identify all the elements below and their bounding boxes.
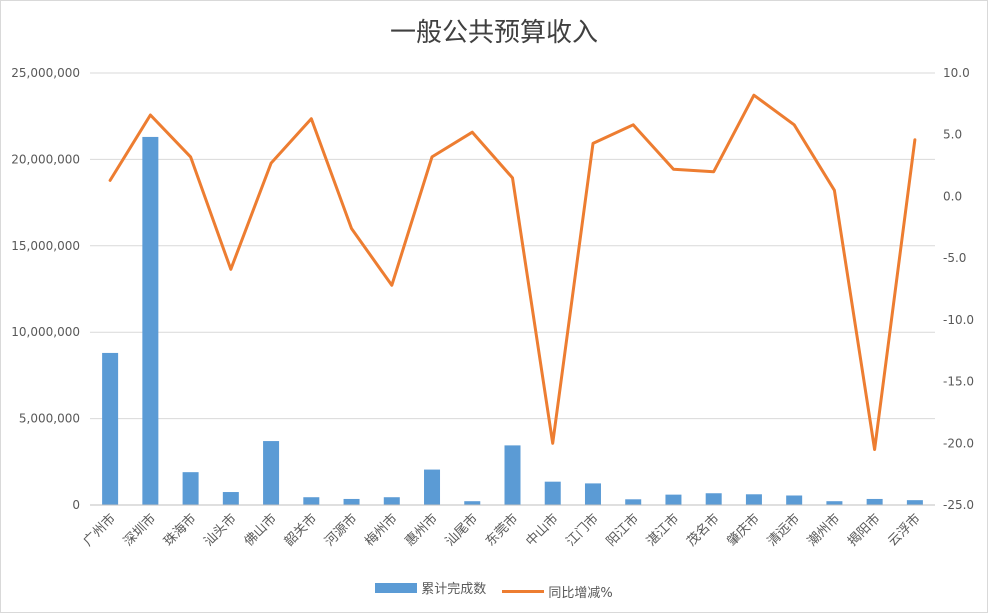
legend-item-bars: 累计完成数 bbox=[375, 578, 486, 597]
legend-swatch-bar bbox=[375, 582, 418, 593]
x-axis-category-label: 广州市 bbox=[80, 511, 119, 550]
legend-label-bars: 累计完成数 bbox=[421, 582, 487, 597]
line-series bbox=[108, 93, 917, 451]
series-line bbox=[108, 93, 917, 451]
bar bbox=[584, 483, 601, 505]
bar bbox=[303, 497, 320, 505]
bar bbox=[544, 481, 561, 505]
bar bbox=[906, 500, 923, 505]
left-axis: 0 5,000,000 10,000,000 15,000,000 20,000,000… bbox=[11, 66, 80, 512]
right-axis-tick-label: -5.0 bbox=[943, 251, 966, 265]
left-axis-tick-label: 5,000,000 bbox=[19, 412, 80, 426]
x-axis-category-label: 湛江市 bbox=[643, 511, 682, 550]
x-axis-category-label: 肇庆市 bbox=[724, 511, 763, 550]
x-axis-category-label: 中山市 bbox=[523, 511, 562, 550]
bar bbox=[665, 494, 682, 505]
x-axis-category-label: 茂名市 bbox=[684, 511, 723, 550]
right-axis: -25.0 -20.0 -15.0 -10.0 -5.0 0.0 5.0 10.0 bbox=[943, 66, 974, 512]
left-axis-tick-label: 10,000,000 bbox=[11, 325, 80, 339]
x-axis-category-label: 惠州市 bbox=[402, 511, 441, 550]
bar bbox=[263, 441, 280, 505]
bar bbox=[866, 498, 883, 505]
legend-item-line: 同比增减% bbox=[502, 582, 613, 601]
right-axis-tick-label: -10.0 bbox=[943, 313, 974, 327]
bar bbox=[464, 501, 481, 505]
x-axis-category-label: 佛山市 bbox=[241, 511, 280, 550]
bar bbox=[102, 352, 119, 505]
x-axis-category-label: 清远市 bbox=[764, 511, 803, 550]
bar bbox=[343, 498, 360, 505]
left-axis-tick-label: 20,000,000 bbox=[11, 152, 80, 166]
x-axis-category-label: 河源市 bbox=[321, 511, 360, 550]
right-axis-tick-label: -25.0 bbox=[943, 498, 974, 512]
bar bbox=[625, 499, 642, 505]
x-axis-category-label: 梅州市 bbox=[362, 511, 401, 550]
bar bbox=[745, 494, 762, 505]
x-axis-category-label: 深圳市 bbox=[120, 511, 159, 550]
grid-lines bbox=[90, 72, 935, 506]
bar bbox=[424, 469, 441, 505]
left-axis-tick-label: 25,000,000 bbox=[11, 66, 80, 80]
x-axis-category-label: 云浮市 bbox=[885, 511, 924, 550]
right-axis-tick-label: -15.0 bbox=[943, 375, 974, 389]
right-axis-tick-label: -20.0 bbox=[943, 436, 974, 450]
x-axis-category-label: 阳江市 bbox=[603, 511, 642, 550]
x-axis-category-label: 揭阳市 bbox=[845, 511, 884, 550]
x-axis-category-label: 江门市 bbox=[563, 511, 602, 550]
left-axis-tick-label: 0 bbox=[72, 498, 80, 512]
legend-label-line: 同比增减% bbox=[548, 585, 613, 601]
right-axis-tick-label: 0.0 bbox=[943, 189, 962, 203]
x-axis-category-label: 珠海市 bbox=[161, 511, 200, 550]
bar bbox=[142, 136, 159, 505]
bar bbox=[182, 472, 199, 505]
bar bbox=[826, 501, 843, 505]
bar bbox=[383, 497, 400, 505]
x-axis-category-label: 汕头市 bbox=[201, 511, 240, 550]
legend-swatch-line bbox=[502, 589, 545, 593]
bar bbox=[504, 445, 521, 505]
x-axis-category-label: 汕尾市 bbox=[442, 511, 481, 550]
x-axis: 广州市 深圳市 珠海市 汕头市 佛山市 韶关市 河源市 梅州市 惠州市 汕尾市 东莞市 中山市 江门市阳… bbox=[80, 504, 935, 550]
legend: 累计完成数 同比增减% bbox=[0, 578, 988, 601]
x-axis-category-label: 韶关市 bbox=[281, 511, 320, 550]
chart-title: 一般公共预算收入 bbox=[389, 18, 598, 48]
x-axis-category-label: 潮州市 bbox=[804, 511, 843, 550]
x-axis-category-label: 东莞市 bbox=[482, 511, 521, 550]
left-axis-tick-label: 15,000,000 bbox=[11, 239, 80, 253]
bar bbox=[222, 492, 239, 505]
right-axis-tick-label: 5.0 bbox=[943, 128, 962, 142]
right-axis-tick-label: 10.0 bbox=[943, 66, 970, 80]
bar bbox=[786, 495, 803, 505]
bar-series bbox=[102, 136, 923, 505]
bar bbox=[705, 493, 722, 505]
